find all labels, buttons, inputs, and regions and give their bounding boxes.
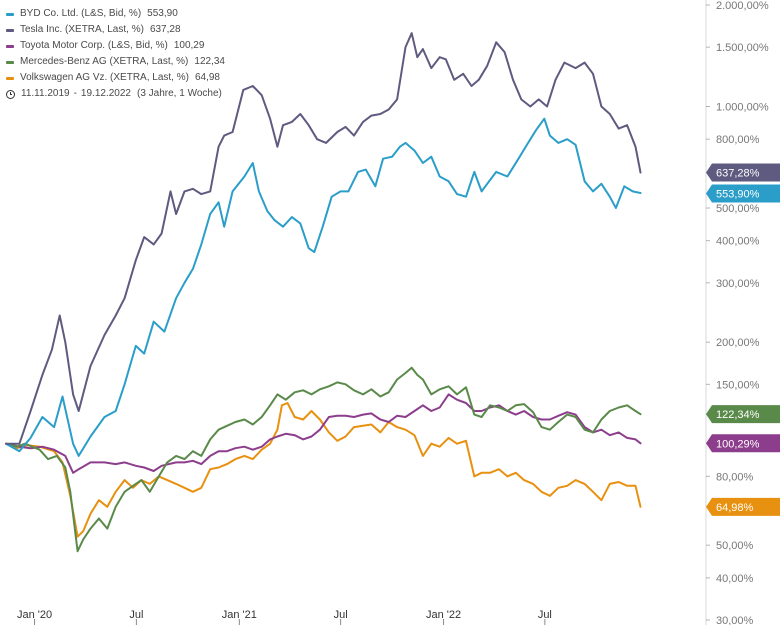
date-range[interactable]: 11.11.2019 - 19.12.2022 (3 Jahre, 1 Woch… [6, 86, 225, 102]
range-note: (3 Jahre, 1 Woche) [136, 88, 222, 99]
end-labels: 637,28% 553,90% 122,34% 100,29% 64,98% [706, 163, 780, 516]
series-line [5, 402, 642, 538]
range-from: 11.11.2019 [21, 88, 70, 99]
legend-item[interactable]: BYD Co. Ltd. (L&S, Bid, %) 553,90 [6, 6, 225, 22]
y-tick-label: 1.000,00% [716, 102, 769, 114]
legend-swatch [6, 12, 14, 16]
legend-label: Tesla Inc. (XETRA, Last, %) [20, 24, 144, 35]
legend-swatch [6, 44, 14, 48]
legend-swatch [6, 76, 14, 80]
y-axis: 2.000,00% 1.500,00% 1.000,00% 800,00% 500,00… [706, 0, 769, 625]
legend-label: Mercedes-Benz AG (XETRA, Last, %) [20, 56, 189, 67]
series-lines [5, 32, 642, 553]
y-tick-label: 80,00% [716, 471, 754, 483]
legend-last-value: 100,29 [173, 40, 205, 51]
y-tick-label: 300,00% [716, 278, 760, 290]
legend: BYD Co. Ltd. (L&S, Bid, %) 553,90 Tesla … [6, 6, 225, 102]
x-tick-label: Jan '22 [426, 609, 461, 621]
legend-last-value: 122,34 [194, 56, 225, 67]
end-value-label: 553,90% [706, 184, 780, 203]
end-value-tag [706, 184, 780, 203]
range-to: 19.12.2022 [80, 88, 131, 99]
end-value-label: 122,34% [706, 405, 780, 424]
end-value-text: 553,90% [716, 188, 760, 200]
legend-last-value: 553,90 [147, 8, 178, 19]
x-tick-label: Jan '20 [17, 609, 52, 621]
series-line [5, 117, 642, 457]
y-tick-label: 1.500,00% [716, 42, 769, 54]
y-tick-label: 50,00% [716, 540, 754, 552]
end-value-text: 637,28% [716, 167, 760, 179]
end-value-tag [706, 434, 780, 453]
y-tick-label: 40,00% [716, 573, 754, 585]
legend-swatch [6, 60, 14, 64]
legend-label: BYD Co. Ltd. (L&S, Bid, %) [20, 8, 142, 19]
y-tick-label: 800,00% [716, 134, 760, 146]
legend-label: Volkswagen AG Vz. (XETRA, Last, %) [20, 72, 189, 83]
end-value-label: 100,29% [706, 434, 780, 453]
end-value-text: 64,98% [716, 502, 754, 514]
legend-swatch [6, 28, 14, 32]
y-tick-label: 2.000,00% [716, 0, 769, 12]
x-axis: Jan '20 Jul Jan '21 Jul Jan '22 Jul [17, 609, 552, 625]
end-value-tag [706, 405, 780, 424]
legend-last-value: 64,98 [194, 72, 220, 83]
legend-item[interactable]: Volkswagen AG Vz. (XETRA, Last, %) 64,98 [6, 70, 225, 86]
y-tick-label: 500,00% [716, 203, 760, 215]
legend-item[interactable]: Toyota Motor Corp. (L&S, Bid, %) 100,29 [6, 38, 225, 54]
y-tick-label: 200,00% [716, 337, 760, 349]
x-tick-label: Jan '21 [222, 609, 257, 621]
legend-item[interactable]: Mercedes-Benz AG (XETRA, Last, %) 122,34 [6, 54, 225, 70]
clock-icon [6, 89, 15, 99]
legend-label: Toyota Motor Corp. (L&S, Bid, %) [20, 40, 168, 51]
series-line [5, 366, 642, 553]
legend-last-value: 637,28 [149, 24, 181, 35]
end-value-tag [706, 497, 780, 516]
end-value-text: 122,34% [716, 409, 760, 421]
end-value-label: 64,98% [706, 497, 780, 516]
end-value-label: 637,28% [706, 163, 780, 182]
legend-item[interactable]: Tesla Inc. (XETRA, Last, %) 637,28 [6, 22, 225, 38]
end-value-text: 100,29% [716, 438, 760, 450]
series-line [5, 393, 642, 474]
series-line [5, 32, 642, 445]
y-tick-label: 30,00% [716, 615, 754, 625]
x-tick-label: Jul [538, 609, 552, 621]
range-separator: - [73, 88, 77, 99]
end-value-tag [706, 163, 780, 182]
y-tick-label: 400,00% [716, 236, 760, 248]
x-tick-label: Jul [129, 609, 143, 621]
y-tick-label: 150,00% [716, 379, 760, 391]
x-tick-label: Jul [334, 609, 348, 621]
